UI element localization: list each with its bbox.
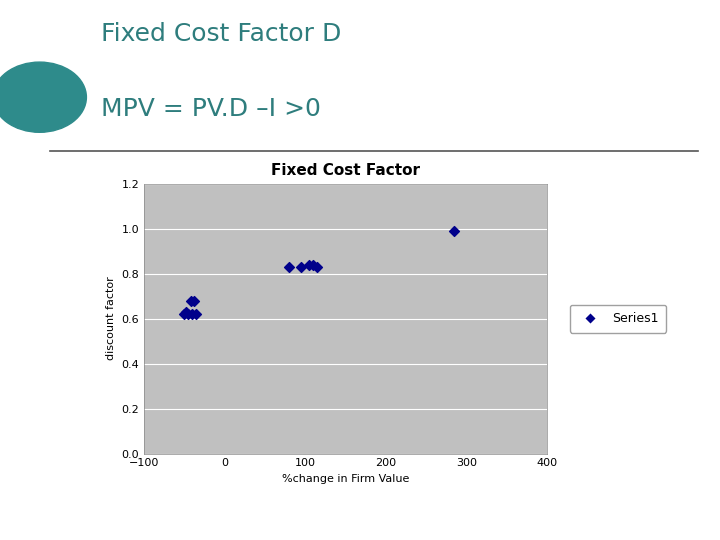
- Point: [186, 310, 198, 319]
- Point: [179, 310, 190, 319]
- Title: Fixed Cost Factor: Fixed Cost Factor: [271, 163, 420, 178]
- Point: [185, 296, 197, 305]
- Y-axis label: discount factor: discount factor: [106, 276, 116, 361]
- Point: [307, 260, 319, 269]
- Text: MPV = PV.D –I >0: MPV = PV.D –I >0: [101, 97, 320, 121]
- Point: [180, 307, 192, 316]
- Point: [449, 227, 460, 235]
- Point: [284, 262, 295, 271]
- Point: [295, 262, 307, 271]
- X-axis label: %change in Firm Value: %change in Firm Value: [282, 474, 409, 484]
- Point: [188, 296, 199, 305]
- Point: [183, 310, 194, 319]
- Point: [304, 260, 315, 269]
- Point: [312, 262, 323, 271]
- Point: [191, 310, 202, 319]
- Text: Fixed Cost Factor D: Fixed Cost Factor D: [101, 22, 341, 45]
- Legend: Series1: Series1: [570, 305, 666, 333]
